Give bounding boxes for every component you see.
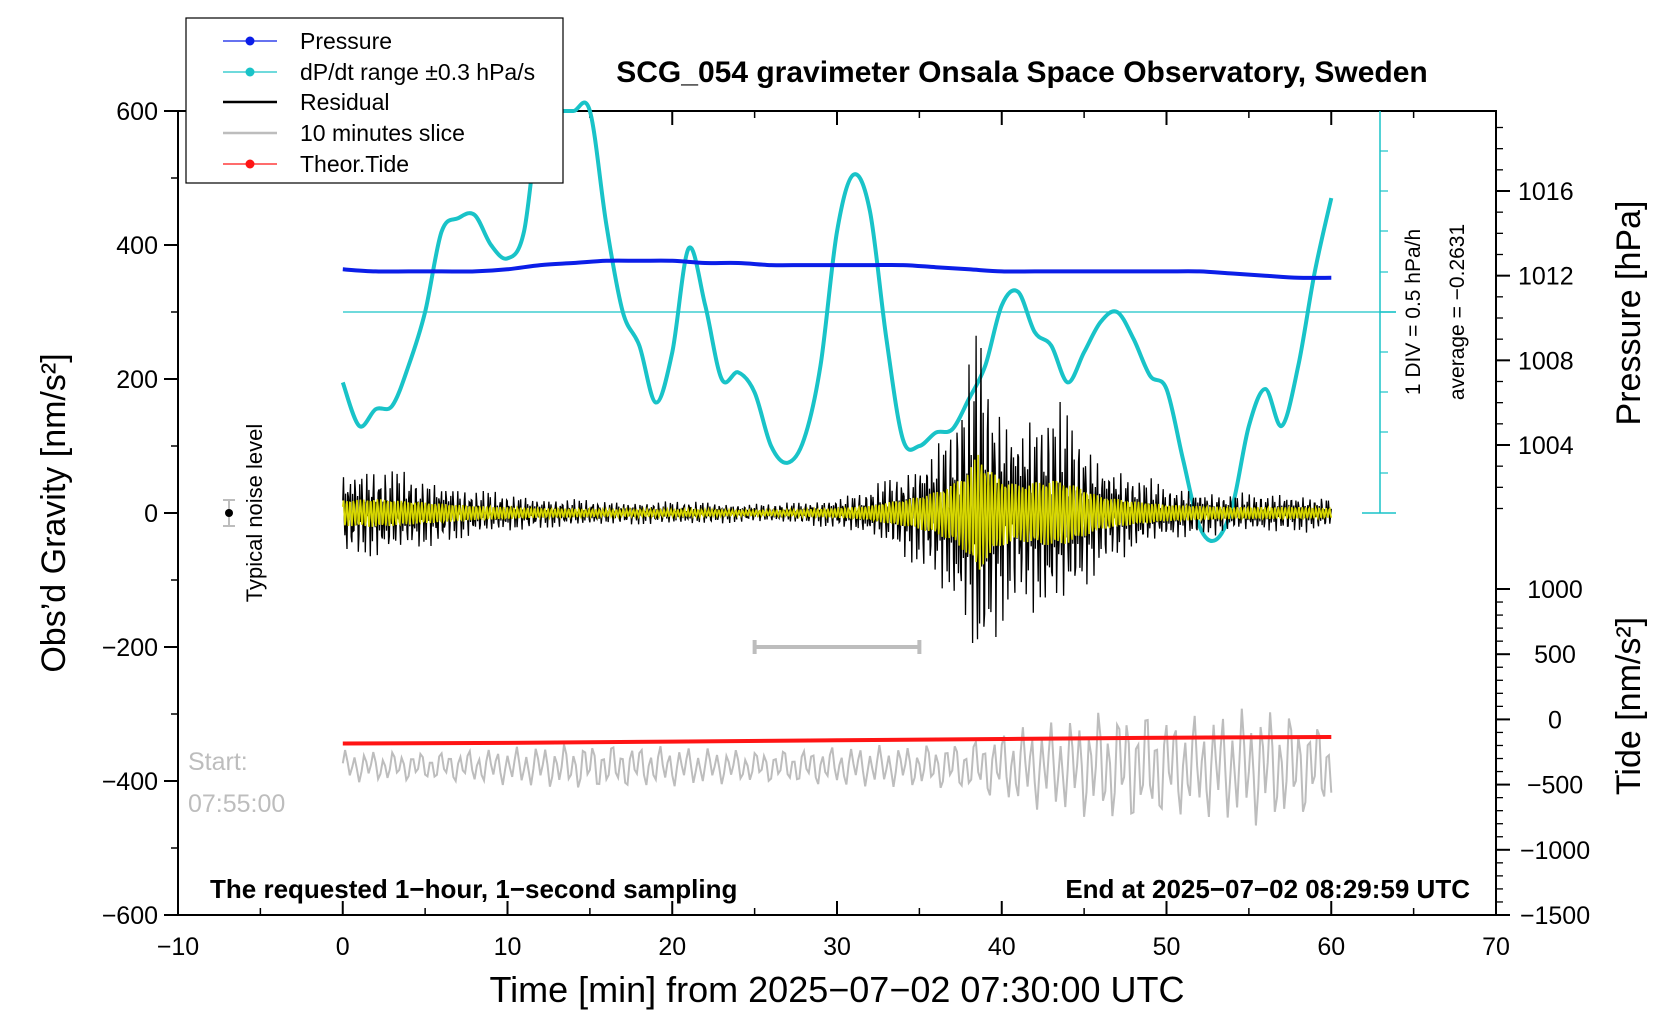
end-time-note: End at 2025−07−02 08:29:59 UTC bbox=[1065, 874, 1470, 904]
x-axis-label: Time [min] from 2025−07−02 07:30:00 UTC bbox=[489, 969, 1184, 1010]
y-axis-left: 600 400 200 0 −200 −400 −600 bbox=[102, 98, 178, 930]
y-tick-label: −400 bbox=[102, 768, 158, 796]
chart-title: SCG_054 gravimeter Onsala Space Observat… bbox=[616, 56, 1428, 89]
tide-tick-label: −1500 bbox=[1520, 902, 1590, 930]
y-axis-pressure-label: Pressure [hPa] bbox=[1610, 201, 1648, 426]
y-tick-label: 200 bbox=[116, 366, 158, 394]
start-label: Start: bbox=[188, 748, 248, 776]
slice-bracket bbox=[752, 640, 922, 654]
legend-item-pressure: Pressure bbox=[223, 28, 392, 54]
pressure-tick-label: 1008 bbox=[1518, 347, 1574, 375]
x-tick-label: 0 bbox=[336, 933, 350, 961]
y-axis-tide-label: Tide [nm/s²] bbox=[1610, 617, 1648, 795]
pressure-tick-label: 1012 bbox=[1518, 263, 1574, 291]
series-pressure-line bbox=[342, 258, 1332, 280]
tide-tick-label: 500 bbox=[1534, 641, 1576, 669]
pressure-tick-label: 1004 bbox=[1518, 432, 1574, 460]
series-residual-filtered-line bbox=[342, 454, 1333, 570]
y-tick-label: −200 bbox=[102, 634, 158, 662]
legend-label-pressure: Pressure bbox=[300, 28, 392, 54]
x-tick-label: 60 bbox=[1317, 933, 1345, 961]
y-tick-label: 400 bbox=[116, 232, 158, 260]
pressure-tick-label: 1016 bbox=[1518, 178, 1574, 206]
legend-label-tide: Theor.Tide bbox=[300, 151, 409, 177]
legend-label-slice: 10 minutes slice bbox=[300, 120, 465, 146]
tide-tick-label: 0 bbox=[1548, 706, 1562, 734]
y-tick-label: 0 bbox=[144, 500, 158, 528]
legend: Pressure dP/dt range ±0.3 hPa/s Residual… bbox=[185, 17, 564, 184]
legend-item-residual: Residual bbox=[223, 89, 390, 115]
tide-tick-label: 1000 bbox=[1527, 576, 1583, 604]
legend-label-residual: Residual bbox=[300, 89, 390, 115]
legend-item-tide: Theor.Tide bbox=[223, 151, 409, 177]
y-tick-label: 600 bbox=[116, 98, 158, 126]
x-tick-label: 30 bbox=[823, 933, 851, 961]
x-tick-label: −10 bbox=[157, 933, 199, 961]
series-slice-line bbox=[341, 708, 1333, 826]
y-axis-pressure: 1016 1012 1008 1004 bbox=[1496, 126, 1574, 510]
legend-item-slice: 10 minutes slice bbox=[223, 120, 465, 146]
series-dpdt-line bbox=[340, 100, 1334, 543]
average-label: average = −0.2631 bbox=[1446, 224, 1469, 400]
x-tick-label: 10 bbox=[494, 933, 522, 961]
y-axis-tide: 1000 500 0 −500 −1000 −1500 bbox=[1496, 576, 1590, 930]
div-label: 1 DIV = 0.5 hPa/h bbox=[1402, 229, 1425, 395]
noise-marker bbox=[223, 499, 235, 527]
x-tick-label: 40 bbox=[988, 933, 1016, 961]
tide-tick-label: −1000 bbox=[1520, 837, 1590, 865]
sampling-note: The requested 1−hour, 1−second sampling bbox=[210, 874, 737, 904]
x-axis: −10 0 10 20 30 40 50 60 70 bbox=[157, 111, 1510, 961]
x-tick-label: 70 bbox=[1482, 933, 1510, 961]
x-tick-label: 20 bbox=[658, 933, 686, 961]
noise-label: Typical noise level bbox=[242, 424, 267, 603]
x-tick-label: 50 bbox=[1153, 933, 1181, 961]
legend-item-dpdt: dP/dt range ±0.3 hPa/s bbox=[223, 59, 535, 85]
y-tick-label: −600 bbox=[102, 902, 158, 930]
legend-label-dpdt: dP/dt range ±0.3 hPa/s bbox=[300, 59, 535, 85]
y-axis-left-label: Obs’d Gravity [nm/s²] bbox=[35, 353, 73, 672]
series-tide-line bbox=[342, 735, 1332, 746]
start-time: 07:55:00 bbox=[188, 790, 285, 818]
tide-tick-label: −500 bbox=[1527, 772, 1583, 800]
